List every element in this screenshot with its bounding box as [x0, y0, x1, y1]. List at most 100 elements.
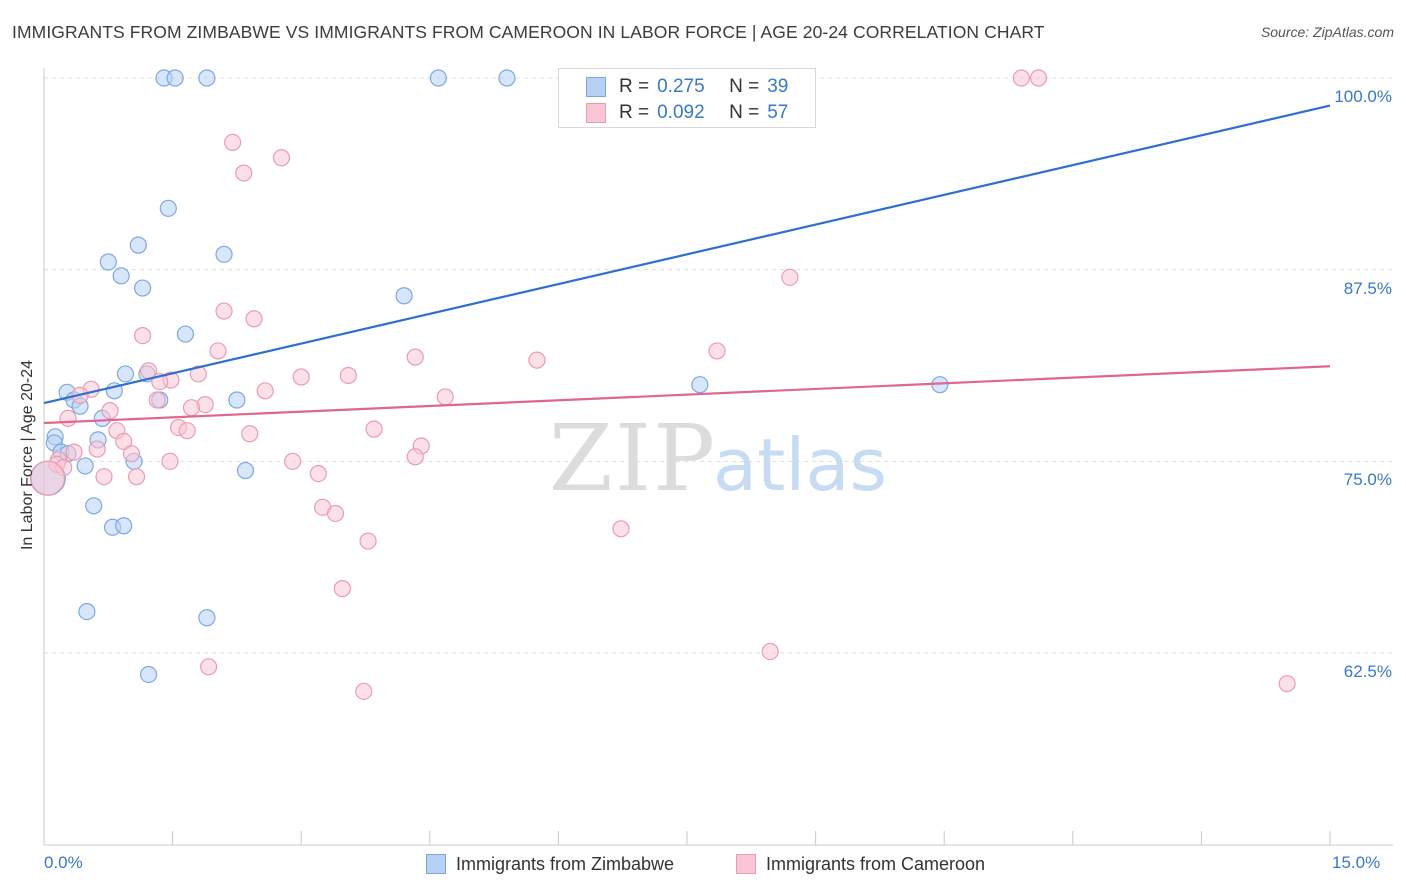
legend-n-value: 39 [767, 76, 789, 97]
zimbabwe-point [129, 236, 147, 254]
cameroon-point [406, 448, 424, 466]
cameroon-point [612, 520, 630, 538]
cameroon-point [88, 440, 106, 458]
zimbabwe-point [198, 609, 216, 627]
zimbabwe-point [215, 245, 233, 263]
cameroon-point [209, 342, 227, 360]
axes [43, 68, 1393, 846]
cameroon-point [95, 468, 113, 486]
watermark: ZIP atlas [549, 405, 887, 512]
cameroon-point [339, 366, 357, 385]
zimbabwe-point [99, 253, 117, 271]
bottom-legend-cameroon: Immigrants from Cameroon [736, 852, 985, 876]
zimbabwe-point [691, 376, 709, 394]
zimbabwe-point [115, 517, 133, 535]
zimbabwe-point [236, 461, 255, 480]
cameroon-point [365, 420, 383, 438]
cameroon-point [122, 445, 141, 463]
cameroon-point [245, 310, 263, 328]
cameroon-point [1012, 69, 1030, 87]
legend-row-zimbabwe: R = 0.275 N = 39 [586, 75, 789, 99]
legend-r-value: 0.275 [657, 76, 705, 97]
zimbabwe-point [166, 69, 184, 87]
cameroon-point [241, 425, 259, 443]
legend-r-label: R = [619, 76, 650, 97]
zimbabwe-point [395, 287, 413, 305]
cameroon-point [326, 504, 345, 523]
zimbabwe-point [139, 665, 158, 684]
bottom-legend-label: Immigrants from Cameroon [766, 853, 986, 874]
watermark-atlas: atlas [713, 423, 887, 507]
cameroon-point [235, 164, 253, 182]
zimbabwe-point [498, 69, 516, 87]
zimbabwe-point [78, 602, 96, 621]
cameroon-point [59, 409, 77, 427]
cameroon-point [256, 382, 274, 400]
cameroon-point [359, 532, 377, 550]
cameroon-point [161, 452, 179, 470]
data-points [29, 69, 1296, 700]
cameroon-point [224, 133, 242, 151]
legend-row-cameroon: R = 0.092 N = 57 [586, 101, 789, 125]
zimbabwe-point [176, 325, 195, 343]
cameroon-point [333, 579, 351, 598]
zimbabwe-point [228, 391, 246, 409]
zimbabwe-point [112, 267, 130, 285]
cameroon-point [65, 443, 83, 461]
cameroon-trend-line [43, 365, 1331, 425]
y-tick-label: 100.0% [1334, 87, 1392, 106]
zimbabwe-trend-line [43, 104, 1331, 405]
x-tick-label-max: 15.0% [1332, 853, 1381, 872]
zimbabwe-point [429, 69, 447, 87]
cameroon-point [1029, 69, 1048, 87]
cameroon-point [284, 452, 302, 470]
zimbabwe-point [85, 497, 103, 515]
bottom-legend-swatch-blue [426, 854, 446, 874]
bottom-legend-zimbabwe: Immigrants from Zimbabwe [426, 852, 674, 876]
watermark-zip: ZIP [549, 405, 717, 512]
y-tick-label: 75.0% [1343, 470, 1392, 490]
legend-n-label: N = [729, 102, 760, 123]
cameroon-point [29, 460, 66, 496]
cameroon-point [189, 365, 207, 383]
chart-title: IMMIGRANTS FROM ZIMBABWE VS IMMIGRANTS F… [12, 22, 1045, 42]
zimbabwe-point [116, 365, 135, 383]
bottom-legend-swatch-pink [736, 854, 756, 874]
cameroon-point [101, 402, 119, 420]
y-tick-label: 62.5% [1343, 662, 1392, 681]
cameroon-point [215, 302, 233, 320]
gridlines [44, 77, 1393, 654]
cameroon-point [127, 468, 146, 486]
cameroon-point [528, 351, 546, 369]
bottom-legend-label: Immigrants from Zimbabwe [456, 853, 675, 874]
cameroon-point [309, 465, 327, 483]
zimbabwe-point [159, 199, 177, 217]
x-tick-label-min: 0.0% [44, 853, 83, 872]
cameroon-point [178, 422, 196, 440]
cameroon-point [200, 658, 218, 676]
cameroon-point [1278, 675, 1296, 693]
y-tick-label: 87.5% [1343, 278, 1392, 298]
cameroon-point [115, 432, 133, 450]
cameroon-point [182, 399, 201, 417]
cameroon-point [133, 327, 152, 345]
cameroon-point [355, 682, 373, 700]
stats-legend: R = 0.275 N = 39 R = 0.092 N = 57 [558, 68, 816, 128]
legend-swatch-pink [586, 103, 606, 123]
zimbabwe-point [76, 457, 94, 475]
legend-r-value: 0.092 [657, 102, 705, 123]
cameroon-point [292, 368, 310, 386]
legend-n-value: 57 [767, 102, 789, 123]
trend-lines [43, 104, 1331, 425]
source-label: Source: ZipAtlas.com [1260, 24, 1394, 40]
cameroon-point [761, 642, 779, 661]
legend-n-label: N = [729, 76, 760, 97]
cameroon-point [781, 268, 799, 286]
cameroon-point [436, 388, 454, 406]
zimbabwe-point [198, 69, 216, 87]
y-axis-label: In Labor Force | Age 20-24 [19, 359, 36, 551]
cameroon-point [708, 342, 726, 360]
cameroon-point [406, 348, 424, 366]
cameroon-point [148, 391, 166, 409]
legend-r-label: R = [619, 102, 650, 123]
